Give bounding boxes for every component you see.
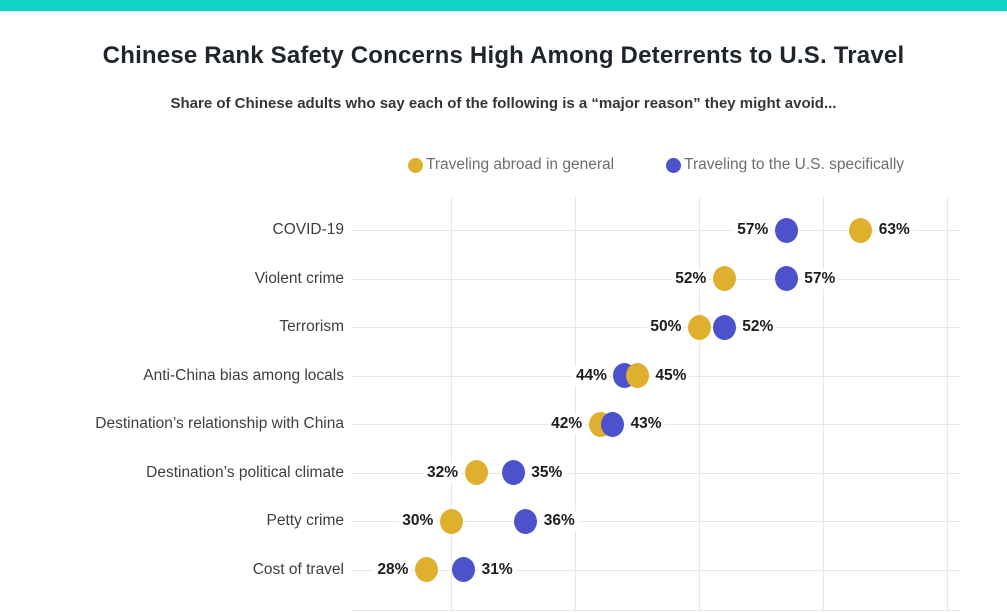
dot-traveling-abroad	[439, 508, 463, 534]
gridline	[823, 197, 824, 610]
dot-traveling-abroad	[687, 314, 711, 340]
value-label-abroad: 63%	[875, 220, 913, 240]
page-subtitle: Share of Chinese adults who say each of …	[170, 95, 837, 112]
category-label: Destination’s political climate	[146, 463, 344, 481]
dot-traveling-abroad	[464, 460, 488, 485]
gridline	[947, 197, 949, 610]
dot-traveling-abroad	[712, 266, 736, 291]
value-label-abroad: 50%	[647, 317, 685, 337]
dot-traveling-us	[501, 460, 525, 485]
dot-traveling-us	[514, 508, 538, 534]
legend-label-us: Traveling to the U.S. specifically	[684, 156, 905, 173]
category-label: Petty crime	[266, 512, 344, 529]
legend-swatch-abroad-icon	[407, 157, 423, 173]
row-line	[352, 569, 960, 571]
dot-traveling-us	[774, 217, 798, 243]
dot-traveling-us	[774, 266, 798, 291]
category-label: Terrorism	[279, 318, 344, 335]
value-label-us: 57%	[734, 220, 772, 240]
gridline	[698, 197, 700, 610]
value-label-us: 57%	[801, 268, 839, 289]
page-title: Chinese Rank Safety Concerns High Among …	[102, 42, 905, 69]
value-label-abroad: 52%	[672, 268, 710, 289]
legend-item-abroad: Traveling abroad in general	[407, 156, 615, 174]
value-label-abroad: 32%	[424, 462, 462, 483]
category-label: Anti-China bias among locals	[143, 366, 344, 384]
row-line	[352, 230, 960, 231]
gridline	[574, 197, 576, 610]
value-label-abroad: 42%	[548, 414, 586, 434]
value-label-us: 36%	[540, 511, 578, 531]
dot-traveling-abroad	[849, 217, 873, 243]
category-label: Violent crime	[254, 269, 344, 287]
dot-traveling-us	[601, 411, 625, 437]
value-label-us: 52%	[739, 317, 777, 337]
category-label: COVID-19	[272, 221, 345, 238]
legend-label-abroad: Traveling abroad in general	[425, 156, 615, 173]
value-label-abroad: 45%	[652, 365, 690, 386]
category-label: Cost of travel	[252, 560, 344, 578]
dot-traveling-us	[712, 314, 736, 340]
chart-legend: Traveling abroad in general Traveling to…	[352, 156, 960, 174]
value-label-us: 31%	[478, 559, 516, 580]
gridline	[450, 197, 452, 610]
value-label-us: 43%	[627, 414, 665, 434]
value-label-abroad: 28%	[374, 559, 412, 580]
axis-baseline	[352, 610, 960, 611]
value-label-us: 35%	[528, 462, 566, 483]
top-accent-bar	[0, 0, 1007, 11]
row-line	[352, 278, 960, 280]
value-label-us: 44%	[572, 365, 610, 386]
legend-swatch-us-icon	[666, 157, 682, 173]
row-line	[352, 521, 960, 522]
category-label: Destination’s relationship with China	[95, 415, 344, 432]
dot-plot-chart: COVID-19 57% 63% Violent crime 52% 57% Terrori…	[0, 197, 1007, 613]
row-line	[352, 472, 960, 474]
legend-item-us: Traveling to the U.S. specifically	[666, 156, 904, 174]
dot-traveling-abroad	[625, 363, 649, 388]
value-label-abroad: 30%	[399, 511, 437, 531]
dot-traveling-us	[452, 557, 476, 582]
dot-traveling-abroad	[414, 557, 438, 582]
